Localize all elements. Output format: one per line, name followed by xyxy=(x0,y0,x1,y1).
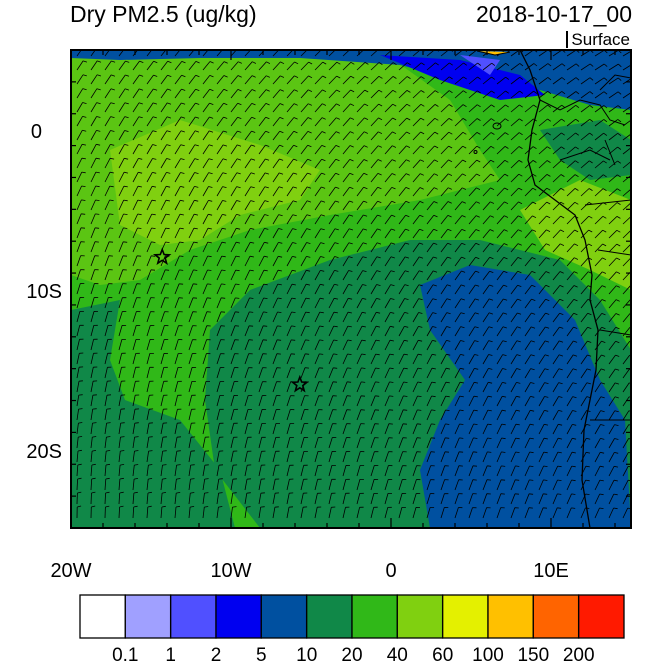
colorbar-label-2: 2 xyxy=(211,645,222,666)
colorbar-swatch-10 xyxy=(532,594,580,639)
colorbar-label-9: 150 xyxy=(517,645,549,666)
island-sao-tome xyxy=(473,150,478,154)
colorbar-swatch-2 xyxy=(170,594,217,639)
colorbar-label-10: 200 xyxy=(563,645,595,666)
field-band-40-60-coast xyxy=(520,180,631,290)
y-tick-label-0: 0 xyxy=(31,121,42,143)
map-title: Dry PM2.5 (ug/kg) xyxy=(70,1,257,27)
site-markers xyxy=(152,247,310,393)
level-label: Surface xyxy=(566,31,630,48)
coastline xyxy=(519,50,599,528)
colorbar-label-8: 100 xyxy=(472,645,504,666)
wind-barb-paths xyxy=(76,50,631,519)
colorbar-swatch-3 xyxy=(215,594,262,639)
x-tick-label-10e: 10E xyxy=(533,560,569,582)
colorbar-swatch-4 xyxy=(260,594,308,639)
map-plot-area xyxy=(71,50,631,528)
x-tick-label-20w: 20W xyxy=(50,560,91,582)
map-frame xyxy=(70,49,632,529)
colorbar-swatch-11 xyxy=(578,594,625,639)
colorbar-swatch-1 xyxy=(124,594,172,639)
star-marker-1 xyxy=(152,247,172,266)
colorbar-swatch-6 xyxy=(351,594,398,639)
wind-barbs xyxy=(76,50,631,519)
colorbar-label-5: 20 xyxy=(341,645,362,666)
colorbar-label-1: 1 xyxy=(165,645,176,666)
country-borders xyxy=(539,74,631,421)
colorbar-label-6: 40 xyxy=(387,645,408,666)
island-bioko xyxy=(492,122,502,130)
colorbar-label-3: 5 xyxy=(256,645,267,666)
field-band-5-10-south xyxy=(420,265,631,528)
colorbar-swatch-7 xyxy=(396,594,444,639)
colorbar-swatch-9 xyxy=(487,594,534,639)
axis-ticks xyxy=(70,49,631,529)
colorbar-label-0: 0.1 xyxy=(112,645,138,666)
colorbar-swatch-8 xyxy=(442,594,489,639)
colorbar: 0.1 1 2 5 10 20 40 60 100 150 200 xyxy=(79,594,625,666)
colorbar-swatch-0 xyxy=(79,594,126,639)
star-marker-2 xyxy=(290,374,310,393)
x-tick-label-10w: 10W xyxy=(210,560,251,582)
map-datetime: 2018-10-17_00 xyxy=(475,1,632,27)
y-tick-label-10s: 10S xyxy=(26,281,62,303)
coast-north xyxy=(476,50,511,56)
colorbar-label-4: 10 xyxy=(296,645,317,666)
x-tick-label-0: 0 xyxy=(385,560,396,582)
colorbar-swatch-5 xyxy=(306,594,353,639)
field-band-10-20-west xyxy=(71,300,235,528)
y-tick-label-20s: 20S xyxy=(26,441,62,463)
colorbar-label-7: 60 xyxy=(432,645,453,666)
